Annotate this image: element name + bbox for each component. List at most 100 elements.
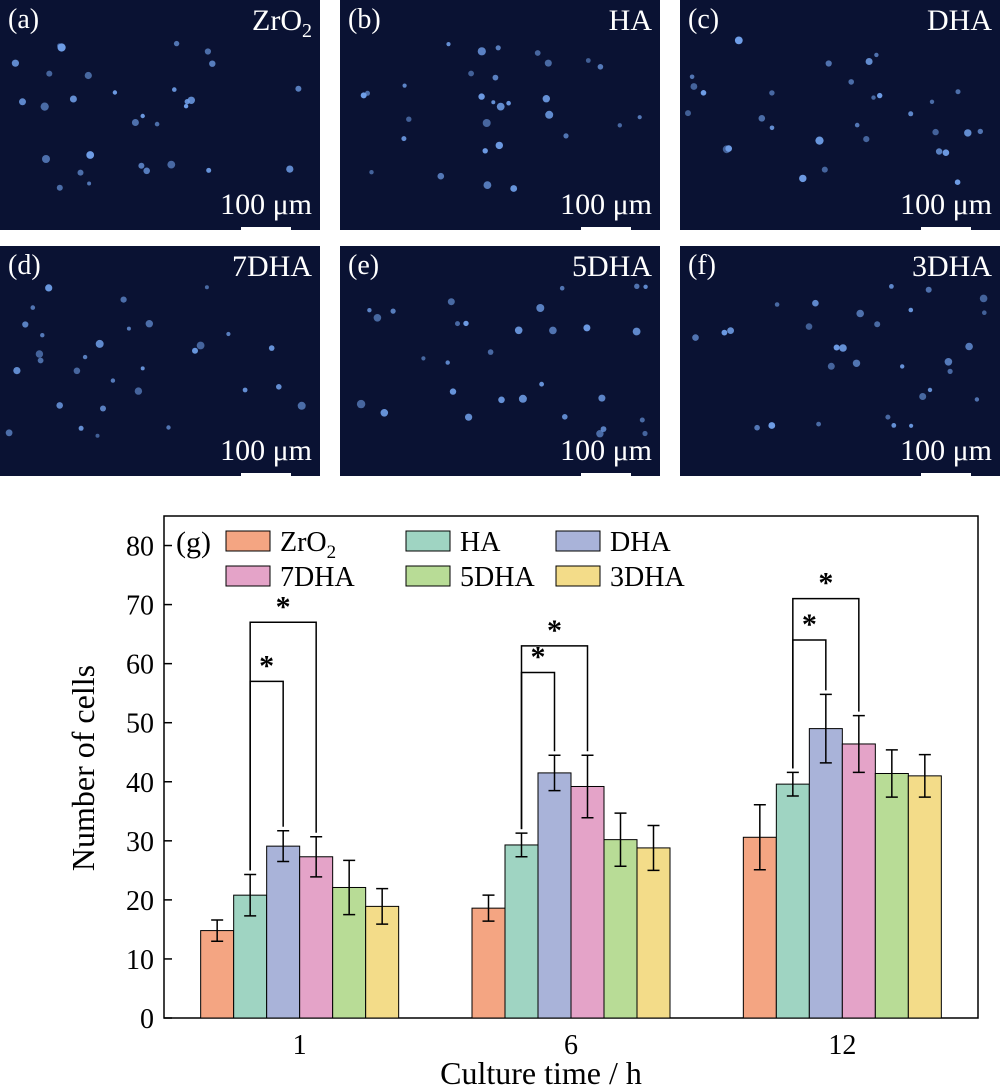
- cell-nucleus: [145, 320, 153, 328]
- cell-nucleus: [134, 387, 143, 395]
- scale-label: 100 μm: [560, 436, 652, 476]
- cell-nucleus: [637, 115, 642, 120]
- cell-nucleus: [825, 60, 832, 67]
- cell-nucleus: [498, 396, 505, 404]
- cell-nucleus: [120, 296, 127, 303]
- bar: [636, 847, 671, 1019]
- cell-nucleus: [925, 286, 932, 293]
- significance-markers: **** **: [249, 567, 860, 871]
- error-bar: [819, 693, 832, 764]
- cell-nucleus: [839, 344, 847, 352]
- cell-nucleus: [82, 354, 88, 360]
- error-bar: [647, 824, 660, 872]
- cell-nucleus: [979, 294, 988, 303]
- significance-asterisk: *: [276, 590, 291, 623]
- cell-nucleus: [889, 284, 894, 289]
- cell-nucleus: [449, 388, 457, 395]
- cell-nucleus: [643, 284, 648, 289]
- cell-nucleus: [437, 172, 445, 180]
- cell-nucleus: [204, 285, 209, 290]
- cell-nucleus: [816, 421, 821, 427]
- cell-nucleus: [110, 378, 116, 383]
- cell-nucleus: [799, 174, 807, 183]
- error-bar: [482, 894, 495, 922]
- cell-nucleus: [549, 326, 557, 335]
- bar: [299, 856, 334, 1019]
- panel-material: DHA: [927, 4, 992, 37]
- significance-asterisk: *: [547, 614, 562, 647]
- cell-nucleus: [900, 364, 905, 369]
- cell-nucleus: [167, 160, 176, 169]
- cell-nucleus: [173, 40, 180, 47]
- cell-nucleus: [947, 368, 953, 374]
- error-bar: [918, 753, 931, 798]
- cell-nucleus: [492, 74, 499, 81]
- legend-swatch: [555, 565, 601, 587]
- y-tick-label: 80: [126, 532, 154, 563]
- error-bar: [376, 887, 389, 925]
- cell-nucleus: [478, 93, 485, 100]
- cell-nucleus: [5, 429, 13, 437]
- y-tick-label: 70: [126, 591, 154, 622]
- cell-nucleus: [446, 42, 451, 47]
- scale-bar: [921, 227, 972, 230]
- cell-nucleus: [929, 99, 935, 105]
- cell-nucleus: [468, 70, 474, 77]
- error-bar: [786, 771, 799, 797]
- cell-nucleus: [542, 95, 550, 103]
- cell-nucleus: [445, 360, 450, 365]
- cell-nucleus: [909, 423, 914, 428]
- cell-nucleus: [19, 98, 26, 106]
- cell-nucleus: [465, 413, 473, 421]
- scale-label: 100 μm: [220, 436, 312, 476]
- cell-nucleus: [56, 184, 63, 191]
- cell-nucleus: [42, 155, 50, 163]
- cell-nucleus: [863, 136, 870, 143]
- y-tick-label: 20: [126, 886, 154, 917]
- cell-nucleus: [514, 326, 523, 335]
- cell-nucleus: [964, 129, 972, 137]
- cell-nucleus: [955, 89, 961, 95]
- panel-label-g: (g): [176, 526, 211, 559]
- cell-nucleus: [40, 102, 49, 111]
- bar: [537, 772, 572, 1019]
- cell-nucleus: [685, 110, 691, 117]
- error-bar: [753, 804, 766, 871]
- legend-label: 3DHA: [610, 562, 685, 593]
- cell-nucleus: [206, 167, 212, 173]
- legend-label: HA: [460, 527, 501, 558]
- cell-nucleus: [544, 59, 552, 67]
- scale-label: 100 μm: [560, 190, 652, 230]
- cell-nucleus: [885, 414, 891, 420]
- cell-nucleus: [965, 342, 973, 351]
- cell-dots: [356, 283, 648, 438]
- significance-bracket: [520, 645, 589, 830]
- cell-dots: [5, 284, 306, 438]
- cell-nucleus: [13, 367, 21, 375]
- cell-nucleus: [769, 90, 775, 96]
- cell-nucleus: [854, 122, 860, 128]
- cell-nucleus: [45, 284, 53, 292]
- cell-nucleus: [402, 83, 407, 88]
- cell-nucleus: [126, 326, 131, 331]
- significance-bracket: [249, 621, 317, 871]
- error-bar: [885, 749, 898, 798]
- cell-nucleus: [192, 347, 198, 354]
- cell-nucleus: [356, 399, 366, 409]
- panel-material: 7DHA: [232, 250, 312, 283]
- cell-dots: [11, 40, 302, 191]
- y-axis-label: Number of cells: [65, 665, 101, 871]
- cell-nucleus: [692, 334, 699, 341]
- cell-nucleus: [421, 356, 426, 361]
- micrograph-a: (a) ZrO2 100 μm: [0, 0, 320, 230]
- bars: [200, 693, 942, 1019]
- error-bar: [852, 714, 865, 774]
- bar: [570, 785, 605, 1019]
- bar: [841, 743, 876, 1019]
- significance-asterisk: *: [818, 567, 833, 600]
- cell-nucleus: [600, 426, 607, 432]
- cell-nucleus: [932, 128, 939, 136]
- cell-nucleus: [84, 71, 92, 80]
- panel-label: (f): [688, 250, 716, 281]
